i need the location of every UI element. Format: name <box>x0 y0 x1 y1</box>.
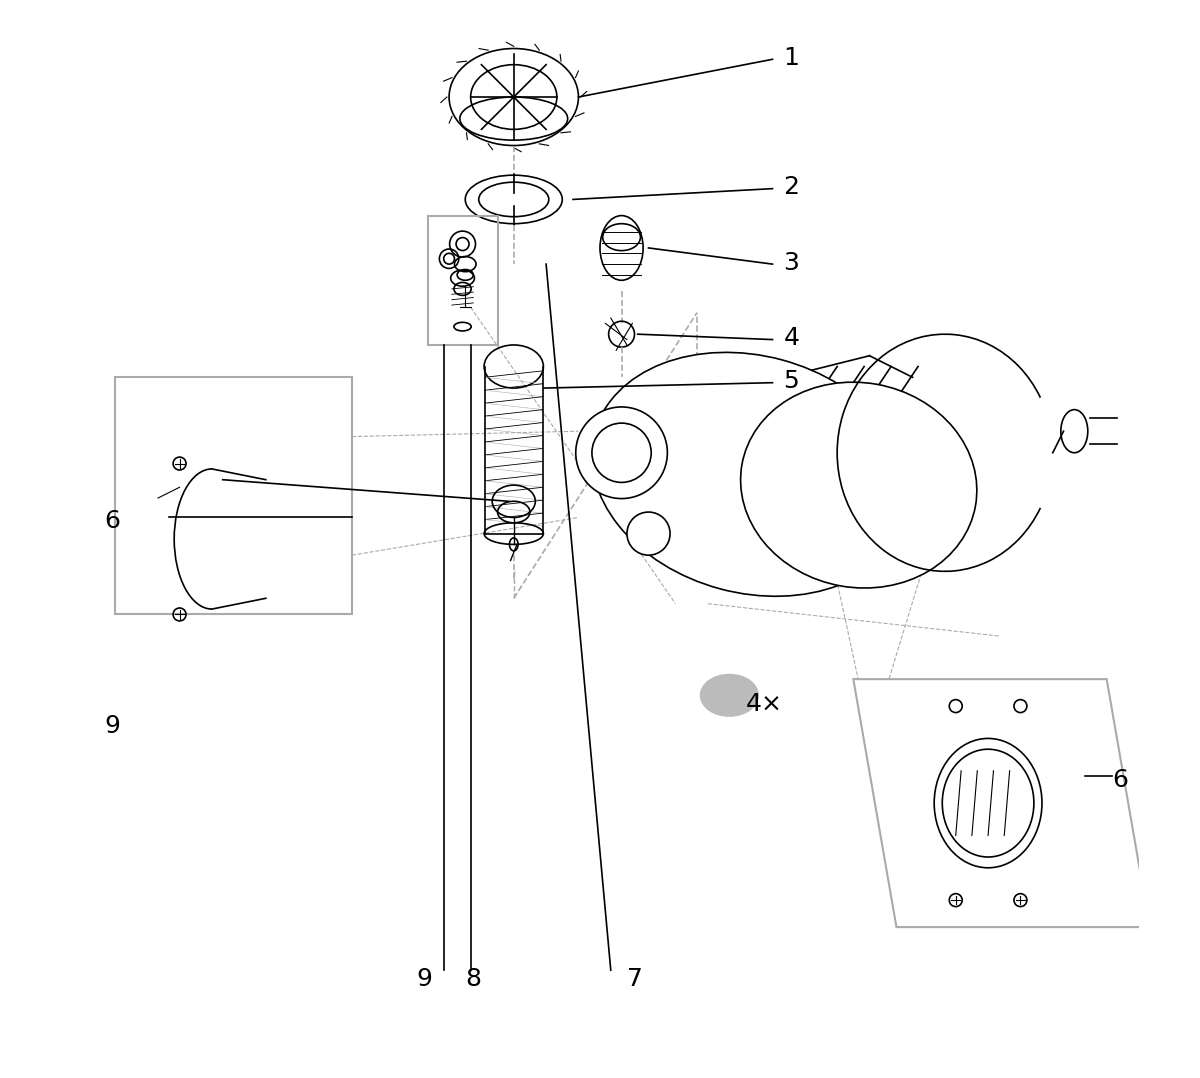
Bar <box>773 410 870 474</box>
Bar <box>115 377 352 614</box>
Text: 4×: 4× <box>745 692 782 717</box>
Ellipse shape <box>576 406 667 498</box>
Text: 4: 4 <box>784 326 799 350</box>
Ellipse shape <box>592 423 652 482</box>
Text: 9: 9 <box>104 714 120 738</box>
Ellipse shape <box>740 383 977 588</box>
Text: 6: 6 <box>104 509 120 534</box>
Ellipse shape <box>626 512 670 555</box>
Text: 6: 6 <box>1112 768 1128 792</box>
Text: 8: 8 <box>466 967 481 992</box>
Ellipse shape <box>700 674 760 717</box>
Bar <box>427 216 498 345</box>
Text: 5: 5 <box>784 369 799 393</box>
Polygon shape <box>853 679 1150 927</box>
Text: 2: 2 <box>784 175 799 199</box>
Text: 9: 9 <box>416 967 433 992</box>
Text: 1: 1 <box>784 45 799 70</box>
Text: 3: 3 <box>784 250 799 275</box>
Text: 7: 7 <box>626 967 643 992</box>
Ellipse shape <box>592 353 910 596</box>
